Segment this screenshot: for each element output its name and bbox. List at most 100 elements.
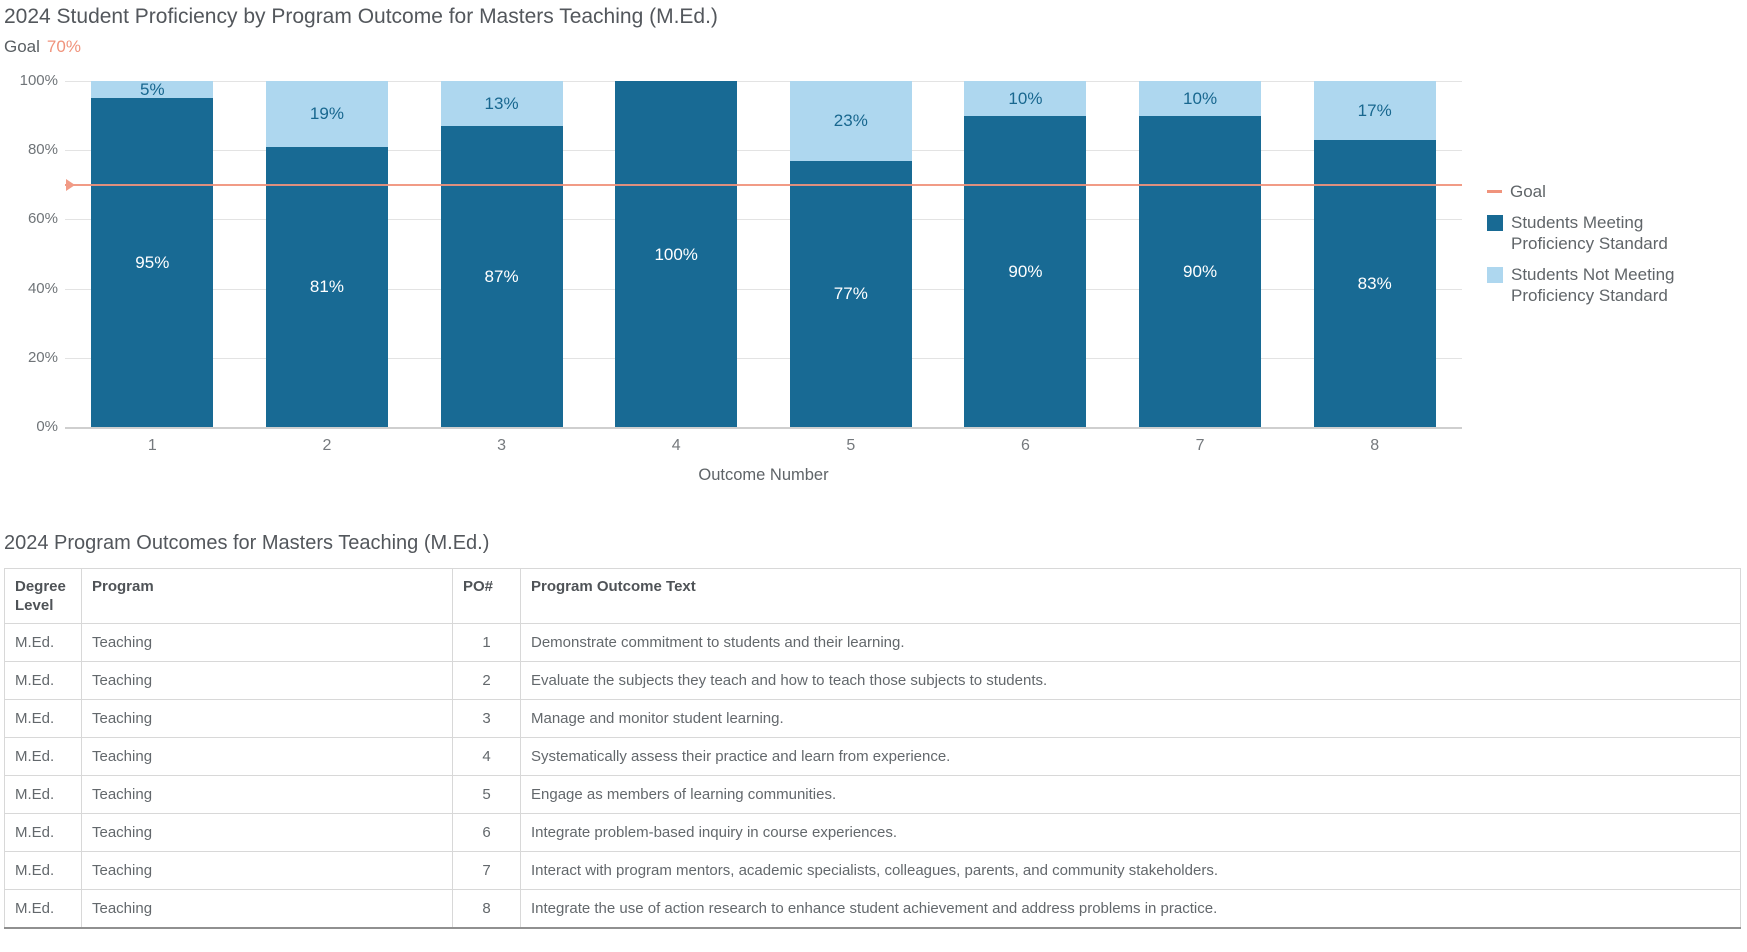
x-tick-label: 1 (147, 437, 157, 454)
program-cell: Teaching (81, 623, 453, 662)
bar-band: 5% 95% (65, 81, 240, 427)
table-row: M.Ed. Teaching 5 Engage as members of learn… (4, 775, 1741, 814)
gridline (65, 81, 1462, 82)
program-cell: Teaching (81, 851, 453, 890)
x-tick-label: 6 (1020, 437, 1030, 454)
program-cell: Teaching (81, 699, 453, 738)
degree-level-cell: M.Ed. (4, 813, 82, 852)
column-header: Program (81, 568, 453, 624)
meeting-value-label: 83% (1357, 273, 1392, 293)
bar-segment-not-meeting: 5% (91, 81, 214, 99)
legend-label: Goal (1510, 182, 1546, 201)
meeting-value-label: 87% (484, 266, 519, 286)
outcome-text-cell: Engage as members of learning communitie… (520, 775, 1741, 814)
not-meeting-value-label: 19% (309, 104, 344, 124)
po-number-cell: 8 (452, 889, 521, 929)
x-axis-title: Outcome Number (698, 466, 829, 484)
outcome-text-cell: Manage and monitor student learning. (520, 699, 1741, 738)
meeting-value-label: 90% (1183, 261, 1218, 281)
bar-segment-meeting: 83% (1313, 139, 1436, 427)
degree-level-cell: M.Ed. (4, 661, 82, 700)
bar-segment-not-meeting: 10% (964, 81, 1087, 116)
outcomes-table: Degree Level Program PO# Program Outcome Te… (4, 568, 1741, 929)
outcome-text-cell: Integrate problem-based inquiry in cours… (520, 813, 1741, 852)
x-axis-labels: 1 2 3 4 5 6 7 8 (65, 437, 1462, 455)
po-number-cell: 6 (452, 813, 521, 852)
degree-level-cell: M.Ed. (4, 737, 82, 776)
y-tick-label: 0% (36, 418, 58, 435)
legend-item: Goal (1487, 181, 1717, 203)
legend-square-swatch-icon (1487, 266, 1503, 283)
bar-band: 17% 83% (1287, 81, 1462, 427)
bar-segment-meeting: 87% (440, 125, 563, 427)
legend-item: Students Not Meeting Proficiency Standar… (1487, 264, 1717, 307)
table-row: M.Ed. Teaching 1 Demonstrate commitment to … (4, 623, 1741, 662)
legend-label: Students Not Meeting Proficiency Standar… (1511, 264, 1675, 306)
bar-segment-not-meeting: 17% (1313, 81, 1436, 140)
x-tick-label: 3 (497, 437, 507, 454)
not-meeting-value-label: 17% (1357, 100, 1392, 120)
bar-segment-meeting: 95% (91, 98, 214, 427)
chart-title: 2024 Student Proficiency by Program Outc… (4, 5, 718, 28)
po-number-cell: 3 (452, 699, 521, 738)
po-number-cell: 5 (452, 775, 521, 814)
column-header: PO# (452, 568, 521, 624)
bar-segment-not-meeting: 10% (1139, 81, 1262, 116)
column-header: Program Outcome Text (520, 568, 1741, 624)
degree-level-cell: M.Ed. (4, 699, 82, 738)
table-row: M.Ed. Teaching 2 Evaluate the subjects they… (4, 661, 1741, 700)
bar-segment-meeting: 90% (1139, 115, 1262, 427)
program-cell: Teaching (81, 775, 453, 814)
bar-band: 10% 90% (938, 81, 1113, 427)
goal-value: 70% (46, 37, 81, 56)
legend-item: Students Meeting Proficiency Standard (1487, 212, 1717, 255)
meeting-value-label: 77% (833, 284, 868, 304)
not-meeting-value-label: 13% (484, 94, 519, 113)
gridline (65, 357, 1462, 359)
program-cell: Teaching (81, 889, 453, 929)
degree-level-cell: M.Ed. (4, 851, 82, 890)
goal-label: Goal (4, 37, 40, 56)
bar-outcome-7: 10% 90% (1139, 81, 1262, 427)
degree-level-cell: M.Ed. (4, 775, 82, 814)
not-meeting-value-label: 10% (1008, 88, 1043, 108)
plot-area: 5% 95% 19% 81% 13% 87% 100% 23% 77% 10% 90% 10% 90% 1… (65, 81, 1462, 429)
bar-band: 10% 90% (1113, 81, 1288, 427)
bar-outcome-8: 17% 83% (1313, 81, 1436, 427)
program-cell: Teaching (81, 661, 453, 700)
y-tick-label: 100% (19, 72, 58, 89)
gridline (65, 219, 1462, 221)
table-row: M.Ed. Teaching 4 Systematically assess thei… (4, 737, 1741, 776)
gridline (65, 288, 1462, 290)
po-number-cell: 4 (452, 737, 521, 776)
x-tick-label: 5 (846, 437, 856, 454)
po-number-cell: 7 (452, 851, 521, 890)
table-row: M.Ed. Teaching 8 Integrate the use of actio… (4, 889, 1741, 929)
bar-band: 19% 81% (240, 81, 415, 427)
legend-line-swatch-icon (1487, 190, 1502, 193)
x-tick-label: 8 (1370, 437, 1380, 454)
bar-segment-not-meeting: 13% (440, 81, 563, 126)
goal-line (65, 178, 1462, 191)
degree-level-cell: M.Ed. (4, 889, 82, 929)
x-tick-label: 2 (322, 437, 332, 454)
bar-band: 23% 77% (764, 81, 939, 427)
program-cell: Teaching (81, 813, 453, 852)
not-meeting-value-label: 10% (1183, 88, 1218, 108)
bar-segment-meeting: 100% (615, 81, 738, 427)
chart-legend: Goal Students Meeting Proficiency Standar… (1487, 181, 1717, 316)
y-tick-label: 60% (27, 210, 58, 228)
bar-segment-not-meeting: 23% (789, 81, 912, 161)
bar-outcome-1: 5% 95% (91, 81, 214, 427)
chart-goal-subtitle: Goal 70% (4, 36, 81, 57)
bars: 5% 95% 19% 81% 13% 87% 100% 23% 77% 10% 90% 10% 90% 1… (65, 81, 1462, 427)
table-row: M.Ed. Teaching 6 Integrate problem-based in… (4, 813, 1741, 852)
degree-level-cell: M.Ed. (4, 623, 82, 662)
table-header: Degree Level Program PO# Program Outcome Te… (4, 568, 1741, 624)
table-row: M.Ed. Teaching 3 Manage and monitor student… (4, 699, 1741, 738)
legend-square-swatch-icon (1487, 214, 1503, 231)
outcome-text-cell: Interact with program mentors, academic … (520, 851, 1741, 890)
x-tick-label: 4 (671, 437, 681, 454)
bar-outcome-3: 13% 87% (440, 81, 563, 427)
y-tick-label: 40% (27, 279, 58, 297)
